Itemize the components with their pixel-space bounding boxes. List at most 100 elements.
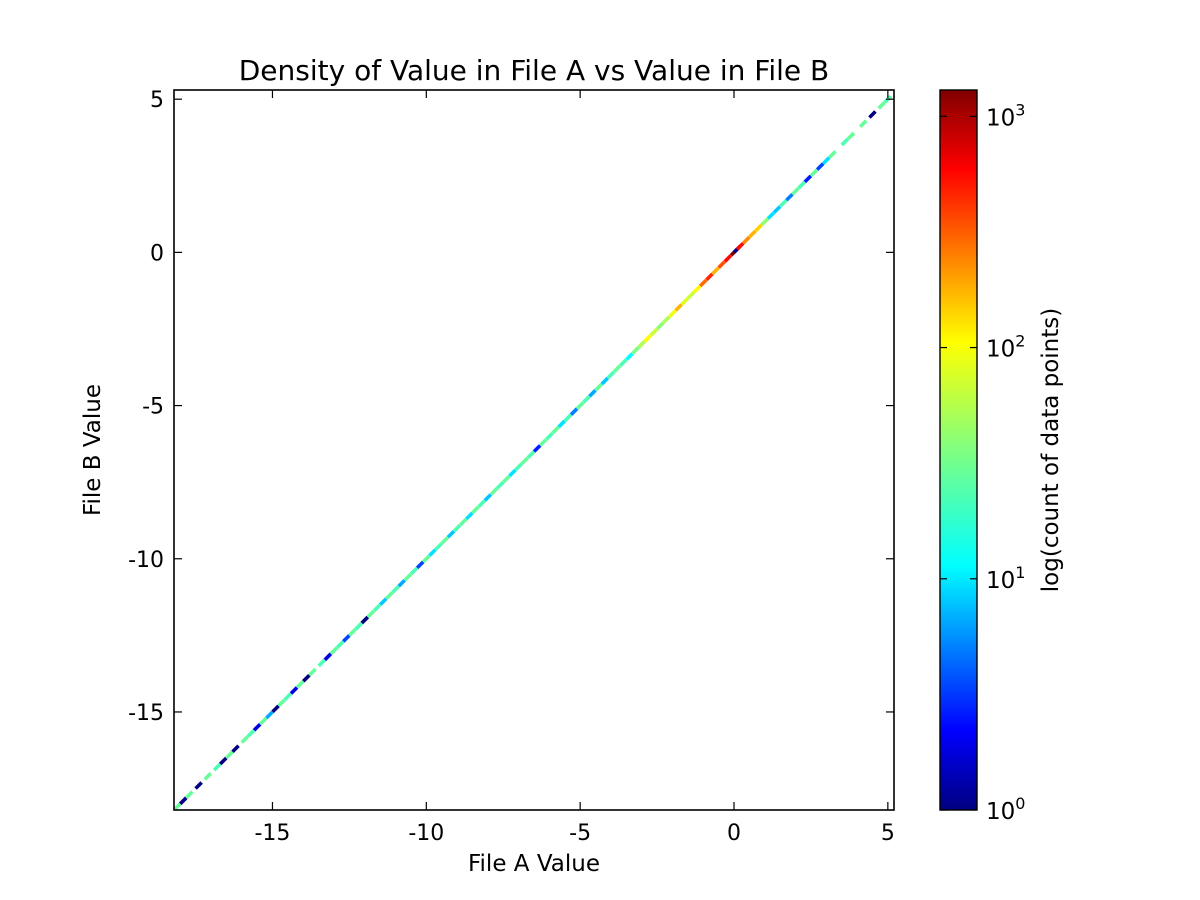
density-bin [637, 340, 646, 349]
density-bin [458, 517, 468, 527]
density-bin [618, 358, 628, 367]
density-bin [680, 297, 690, 306]
density-bin [868, 110, 877, 119]
density-bin [668, 309, 677, 318]
density-bin [520, 456, 530, 465]
colorbar-tick-label: 103 [986, 100, 1025, 131]
density-bin [178, 796, 188, 806]
x-axis-label: File A Value [468, 851, 600, 877]
y-tick-label: -5 [142, 395, 164, 420]
density-bin [434, 542, 443, 551]
density-bin [711, 266, 720, 276]
density-bin [686, 291, 696, 300]
density-bin [428, 548, 437, 557]
density-bin [471, 505, 480, 515]
density-bin [295, 680, 305, 689]
density-bin [594, 382, 603, 392]
density-bin [545, 431, 554, 441]
density-bin [698, 278, 708, 288]
density-bin [477, 499, 486, 508]
plot-frame [173, 89, 895, 811]
density-bin [277, 698, 286, 708]
x-tick-label: -15 [254, 821, 290, 846]
density-bin [258, 716, 268, 726]
density-bin [271, 704, 280, 714]
density-bin [308, 667, 317, 677]
y-tick-label: 5 [150, 88, 164, 113]
density-bin [495, 480, 505, 490]
x-tick-label: -10 [408, 821, 444, 846]
density-bin [674, 303, 683, 312]
density-bin [465, 511, 474, 521]
density-bin [791, 186, 800, 196]
density-bin [785, 192, 794, 202]
density-bin [772, 205, 782, 214]
density-bin [582, 395, 591, 404]
density-bin [735, 241, 745, 251]
density-bin [551, 425, 560, 435]
density-bin [809, 168, 819, 177]
density-bin [575, 401, 585, 410]
colorbar-tick-label: 101 [986, 563, 1025, 594]
density-bin [649, 327, 659, 337]
x-tick-label: 5 [881, 821, 895, 846]
density-bin [655, 321, 665, 331]
density-bin [828, 150, 837, 159]
density-bin [815, 162, 825, 171]
density-bin [840, 137, 850, 147]
density-bin [415, 560, 425, 570]
density-bin [877, 101, 886, 110]
density-bin [289, 686, 299, 695]
density-bin [348, 628, 357, 637]
density-bin [366, 609, 376, 619]
density-bin [754, 223, 763, 233]
density-bin [225, 750, 234, 760]
colorbar: 100 101 102 103 log(count of data points) [939, 89, 1064, 825]
density-bin [569, 407, 579, 416]
density-bin [557, 419, 566, 429]
density-bin [452, 523, 462, 533]
density-bin [563, 413, 573, 423]
x-tick-label: 0 [727, 821, 741, 846]
density-bin [354, 621, 363, 631]
density-bin [174, 802, 182, 810]
density-bin [218, 756, 228, 766]
density-bin [422, 554, 431, 564]
density-bin [532, 444, 542, 453]
y-tick-label: 0 [150, 241, 164, 266]
density-bin [252, 723, 262, 732]
x-tick-label: -5 [569, 821, 591, 846]
density-bin [797, 180, 806, 190]
density-bin [372, 603, 382, 613]
density-bin [212, 762, 222, 772]
density-bin [265, 710, 274, 720]
y-axis-ticks: 5 0 -5 -10 -15 [128, 88, 894, 726]
density-bin [508, 468, 517, 478]
density-bin [342, 634, 351, 643]
y-axis-label: File B Value [80, 384, 106, 516]
density-bin [766, 211, 776, 220]
chart-title: Density of Value in File A vs Value in F… [239, 54, 830, 87]
x-axis-ticks: -15 -10 -5 0 5 [254, 90, 895, 846]
density-bin [403, 572, 413, 582]
density-bin [385, 591, 394, 600]
density-bin [612, 364, 622, 374]
density-bin [502, 474, 511, 484]
colorbar-gradient [940, 90, 977, 810]
density-bin [748, 229, 757, 239]
density-bin [329, 646, 339, 655]
y-tick-label: -10 [128, 548, 164, 573]
density-bin [246, 729, 256, 738]
density-bin [409, 566, 419, 576]
density-bin [588, 389, 597, 398]
density-bin [360, 615, 370, 625]
density-bin [397, 579, 406, 588]
density-bin [378, 597, 388, 606]
density-bin [489, 487, 499, 496]
colorbar-frame [939, 89, 978, 811]
density-bin [778, 199, 788, 208]
density-bin [606, 370, 616, 380]
density-bin [760, 217, 770, 227]
density-bin [742, 235, 751, 245]
